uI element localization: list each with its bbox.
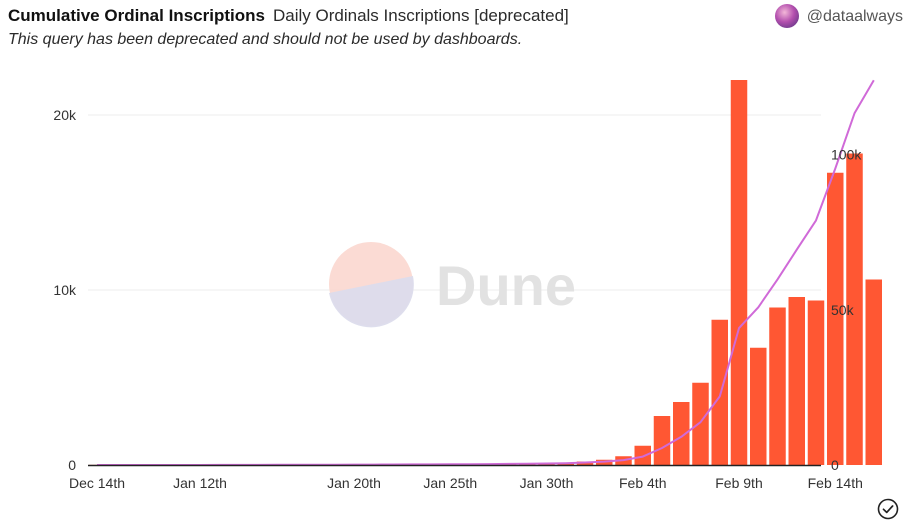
bar[interactable] (769, 307, 786, 466)
x-tick-label: Feb 9th (715, 475, 762, 491)
bar[interactable] (788, 297, 806, 465)
y-left-tick-label: 10k (53, 282, 77, 298)
bar[interactable] (750, 347, 767, 465)
author-name: @dataalways (806, 8, 903, 25)
watermark-text: Dune (436, 254, 576, 317)
bar-series (88, 80, 883, 466)
bar[interactable] (807, 300, 825, 466)
y-right-tick-label: 0 (831, 457, 839, 473)
bar[interactable] (711, 319, 729, 465)
bar[interactable] (846, 153, 863, 466)
bar[interactable] (653, 416, 671, 465)
gridlines (88, 114, 821, 291)
bar[interactable] (673, 402, 690, 465)
chart-title: Cumulative Ordinal Inscriptions (8, 6, 265, 25)
axes: 0 10k 20k 0 50k 100k Dec 14th Jan 12th Jan 20th J… (53, 107, 862, 491)
bar[interactable] (634, 445, 652, 465)
x-tick-label: Jan 25th (423, 475, 477, 491)
chart-header: Cumulative Ordinal Inscriptions Daily Or… (8, 4, 903, 28)
y-left-tick-label: 20k (53, 107, 77, 123)
chart-area: Dune 0 10k 20k 0 50k 100k Dec 14th Jan 12th Jan … (53, 79, 883, 491)
y-left-tick-label: 0 (68, 457, 76, 473)
x-tick-label: Feb 14th (808, 475, 863, 491)
deprecation-notice: This query has been deprecated and shoul… (8, 31, 523, 48)
bar[interactable] (692, 382, 709, 465)
x-tick-label: Jan 30th (520, 475, 574, 491)
bar[interactable] (730, 80, 748, 465)
x-tick-label: Jan 12th (173, 475, 227, 491)
x-tick-label: Jan 20th (327, 475, 381, 491)
y-right-tick-label: 100k (831, 147, 862, 163)
y-right-tick-label: 50k (831, 302, 855, 318)
watermark-logo-lower-half (329, 276, 414, 328)
bar[interactable] (865, 279, 883, 466)
user-avatar-icon (774, 4, 799, 28)
x-tick-label: Feb 4th (619, 475, 666, 491)
x-tick-label: Dec 14th (69, 475, 125, 491)
check-circle-icon[interactable] (877, 498, 899, 520)
author-link[interactable]: @dataalways (774, 4, 903, 28)
dune-watermark: Dune (329, 242, 576, 328)
query-name-link[interactable]: Daily Ordinals Inscriptions [deprecated] (273, 6, 569, 25)
bar[interactable] (827, 172, 844, 465)
